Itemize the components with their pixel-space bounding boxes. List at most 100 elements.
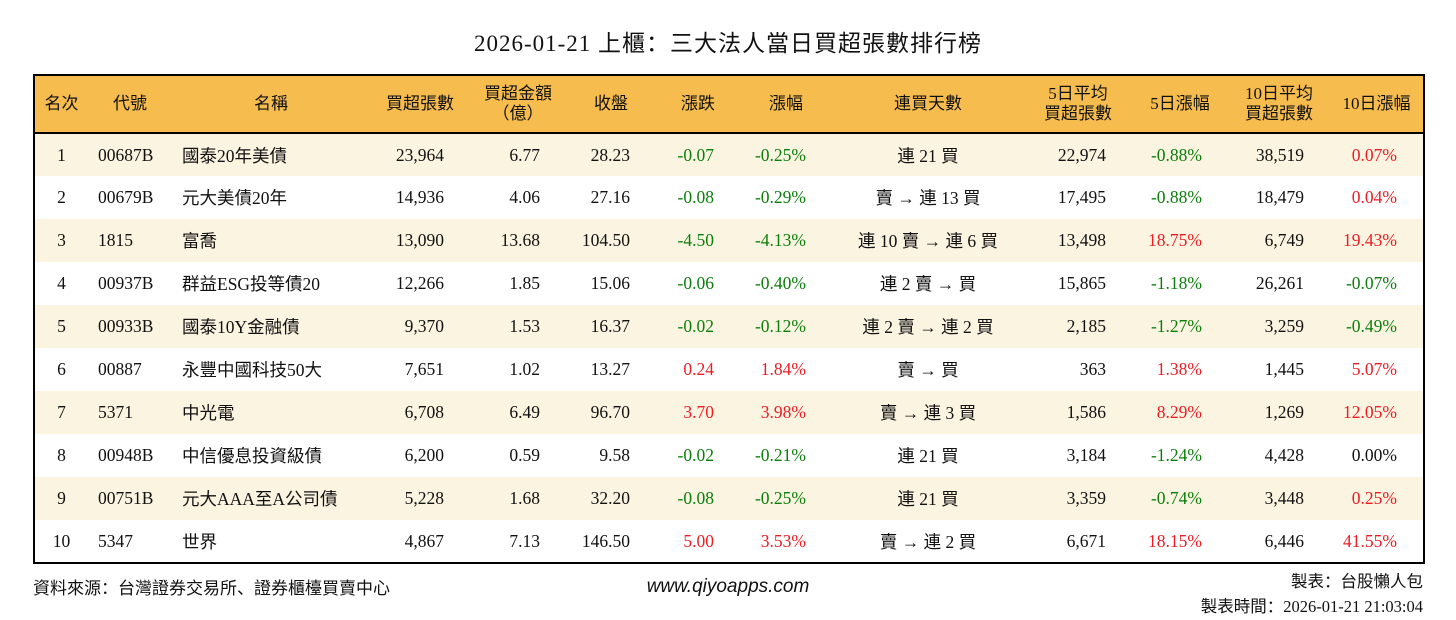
cell-close: 104.50 xyxy=(581,230,630,250)
cell-change_pct: 1.84% xyxy=(760,359,806,379)
column-header-buy_amount: 買超金額 （億） xyxy=(470,75,566,134)
cell-streak: 賣 → 連 3 買 xyxy=(879,403,977,423)
cell-streak: 連 21 買 xyxy=(897,145,959,166)
cell-close: 9.58 xyxy=(599,445,630,465)
cell-rank: 4 xyxy=(57,273,66,293)
cell-rank: 5 xyxy=(57,316,66,336)
cell-buy_amount: 1.85 xyxy=(509,273,540,293)
cell-pct10: 0.25% xyxy=(1351,488,1397,508)
cell-pct5: 8.29% xyxy=(1156,402,1202,422)
cell-avg5: 13,498 xyxy=(1057,230,1106,250)
cell-code: 00687B xyxy=(98,144,154,165)
cell-rank: 7 xyxy=(57,402,66,422)
cell-rank: 8 xyxy=(57,445,66,465)
cell-change: 0.24 xyxy=(683,359,714,379)
cell-buy_volume: 12,266 xyxy=(395,273,444,293)
cell-avg10: 6,749 xyxy=(1264,230,1304,250)
column-header-avg10: 10日平均 買超張數 xyxy=(1228,75,1330,134)
cell-change: 3.70 xyxy=(683,402,714,422)
table-row: 7 5371 中光電 6,708 6.49 96.70 3.70 3.98% 賣 → 連 3 買… xyxy=(34,391,1424,434)
cell-change_pct: -0.21% xyxy=(754,445,806,465)
cell-close: 96.70 xyxy=(590,402,630,422)
table-header: 名次 代號 名稱 買超張數 買超金額 （億） 收盤 漲跌 漲幅 連買天數 5日平均 買超張數 5日漲幅 1… xyxy=(34,75,1424,134)
cell-avg5: 17,495 xyxy=(1057,187,1106,207)
cell-name: 永豐中國科技50大 xyxy=(182,360,322,380)
column-header-buy_volume: 買超張數 xyxy=(370,75,470,134)
cell-close: 32.20 xyxy=(590,488,630,508)
cell-buy_amount: 6.49 xyxy=(509,402,540,422)
cell-close: 27.16 xyxy=(590,187,630,207)
cell-streak: 連 10 賣 → 連 6 買 xyxy=(858,231,998,251)
column-header-change_pct: 漲幅 xyxy=(740,75,832,134)
cell-change: -0.08 xyxy=(677,488,714,508)
cell-change: -0.08 xyxy=(677,187,714,207)
cell-change_pct: 3.53% xyxy=(760,530,806,551)
table-row: 10 5347 世界 4,867 7.13 146.50 5.00 3.53% 賣 → 連 2 … xyxy=(34,520,1424,563)
cell-avg5: 3,184 xyxy=(1066,445,1106,465)
cell-rank: 10 xyxy=(52,530,71,551)
cell-pct5: -0.88% xyxy=(1150,187,1202,207)
table-row: 1 00687B 國泰20年美債 23,964 6.77 28.23 -0.07 -0.25%… xyxy=(34,133,1424,176)
cell-change: -0.02 xyxy=(677,316,714,336)
table-row: 6 00887 永豐中國科技50大 7,651 1.02 13.27 0.24 1.84% 賣 … xyxy=(34,348,1424,391)
column-header-pct5: 5日漲幅 xyxy=(1132,75,1228,134)
cell-change: -0.07 xyxy=(677,144,714,165)
cell-change: -4.50 xyxy=(677,230,714,250)
cell-code: 00887 xyxy=(98,359,142,379)
cell-buy_volume: 7,651 xyxy=(404,359,444,379)
table-row: 3 1815 富喬 13,090 13.68 104.50 -4.50 -4.13% 連 10 … xyxy=(34,219,1424,262)
cell-code: 00948B xyxy=(98,445,154,465)
cell-avg10: 3,448 xyxy=(1264,488,1304,508)
cell-name: 中光電 xyxy=(182,403,235,423)
cell-avg5: 3,359 xyxy=(1066,488,1106,508)
cell-buy_volume: 14,936 xyxy=(395,187,444,207)
cell-name: 中信優息投資級債 xyxy=(182,446,322,466)
cell-buy_amount: 13.68 xyxy=(500,230,540,250)
cell-pct5: -1.18% xyxy=(1150,273,1202,293)
column-header-change: 漲跌 xyxy=(656,75,740,134)
cell-rank: 2 xyxy=(57,187,66,207)
cell-streak: 連 21 買 xyxy=(897,489,959,509)
cell-change_pct: -0.12% xyxy=(754,316,806,336)
table-row: 5 00933B 國泰10Y金融債 9,370 1.53 16.37 -0.02 -0.12%… xyxy=(34,305,1424,348)
cell-avg10: 1,269 xyxy=(1264,402,1304,422)
cell-avg10: 4,428 xyxy=(1264,445,1304,465)
cell-name: 國泰20年美債 xyxy=(182,145,287,166)
cell-avg5: 1,586 xyxy=(1066,402,1106,422)
cell-avg10: 6,446 xyxy=(1264,530,1304,551)
cell-pct10: -0.49% xyxy=(1345,316,1397,336)
cell-avg5: 2,185 xyxy=(1066,316,1106,336)
cell-streak: 連 21 買 xyxy=(897,446,959,466)
cell-change: -0.06 xyxy=(677,273,714,293)
cell-buy_volume: 6,708 xyxy=(404,402,444,422)
cell-avg10: 38,519 xyxy=(1255,144,1304,165)
column-header-close: 收盤 xyxy=(566,75,656,134)
data-source: 資料來源：台灣證券交易所、證券櫃檯買賣中心 xyxy=(33,579,390,598)
cell-buy_amount: 1.68 xyxy=(509,488,540,508)
cell-code: 5371 xyxy=(98,402,133,422)
cell-pct5: -0.74% xyxy=(1150,488,1202,508)
cell-pct5: -1.24% xyxy=(1150,445,1202,465)
column-header-code: 代號 xyxy=(88,75,172,134)
cell-change_pct: -0.25% xyxy=(754,144,806,165)
cell-avg5: 22,974 xyxy=(1057,144,1106,165)
column-header-name: 名稱 xyxy=(172,75,370,134)
cell-code: 5347 xyxy=(98,530,133,551)
cell-pct10: 12.05% xyxy=(1343,402,1397,422)
cell-buy_amount: 7.13 xyxy=(509,530,540,551)
cell-streak: 連 2 賣 → 買 xyxy=(879,274,977,294)
cell-pct10: 0.07% xyxy=(1351,144,1397,165)
cell-streak: 連 2 賣 → 連 2 買 xyxy=(862,317,994,337)
cell-name: 群益ESG投等債20 xyxy=(182,274,321,294)
cell-rank: 1 xyxy=(57,144,66,165)
cell-name: 元大AAA至A公司債 xyxy=(182,489,338,509)
cell-code: 00933B xyxy=(98,316,154,336)
cell-pct5: -1.27% xyxy=(1150,316,1202,336)
cell-change_pct: -0.25% xyxy=(754,488,806,508)
footer: 資料來源：台灣證券交易所、證券櫃檯買賣中心 www.qiyoapps.com 製… xyxy=(33,570,1423,620)
column-header-avg5: 5日平均 買超張數 xyxy=(1024,75,1132,134)
column-header-streak: 連買天數 xyxy=(832,75,1024,134)
cell-code: 00937B xyxy=(98,273,154,293)
made-by: 製表：台股懶人包 xyxy=(1291,572,1423,591)
cell-close: 13.27 xyxy=(590,359,630,379)
